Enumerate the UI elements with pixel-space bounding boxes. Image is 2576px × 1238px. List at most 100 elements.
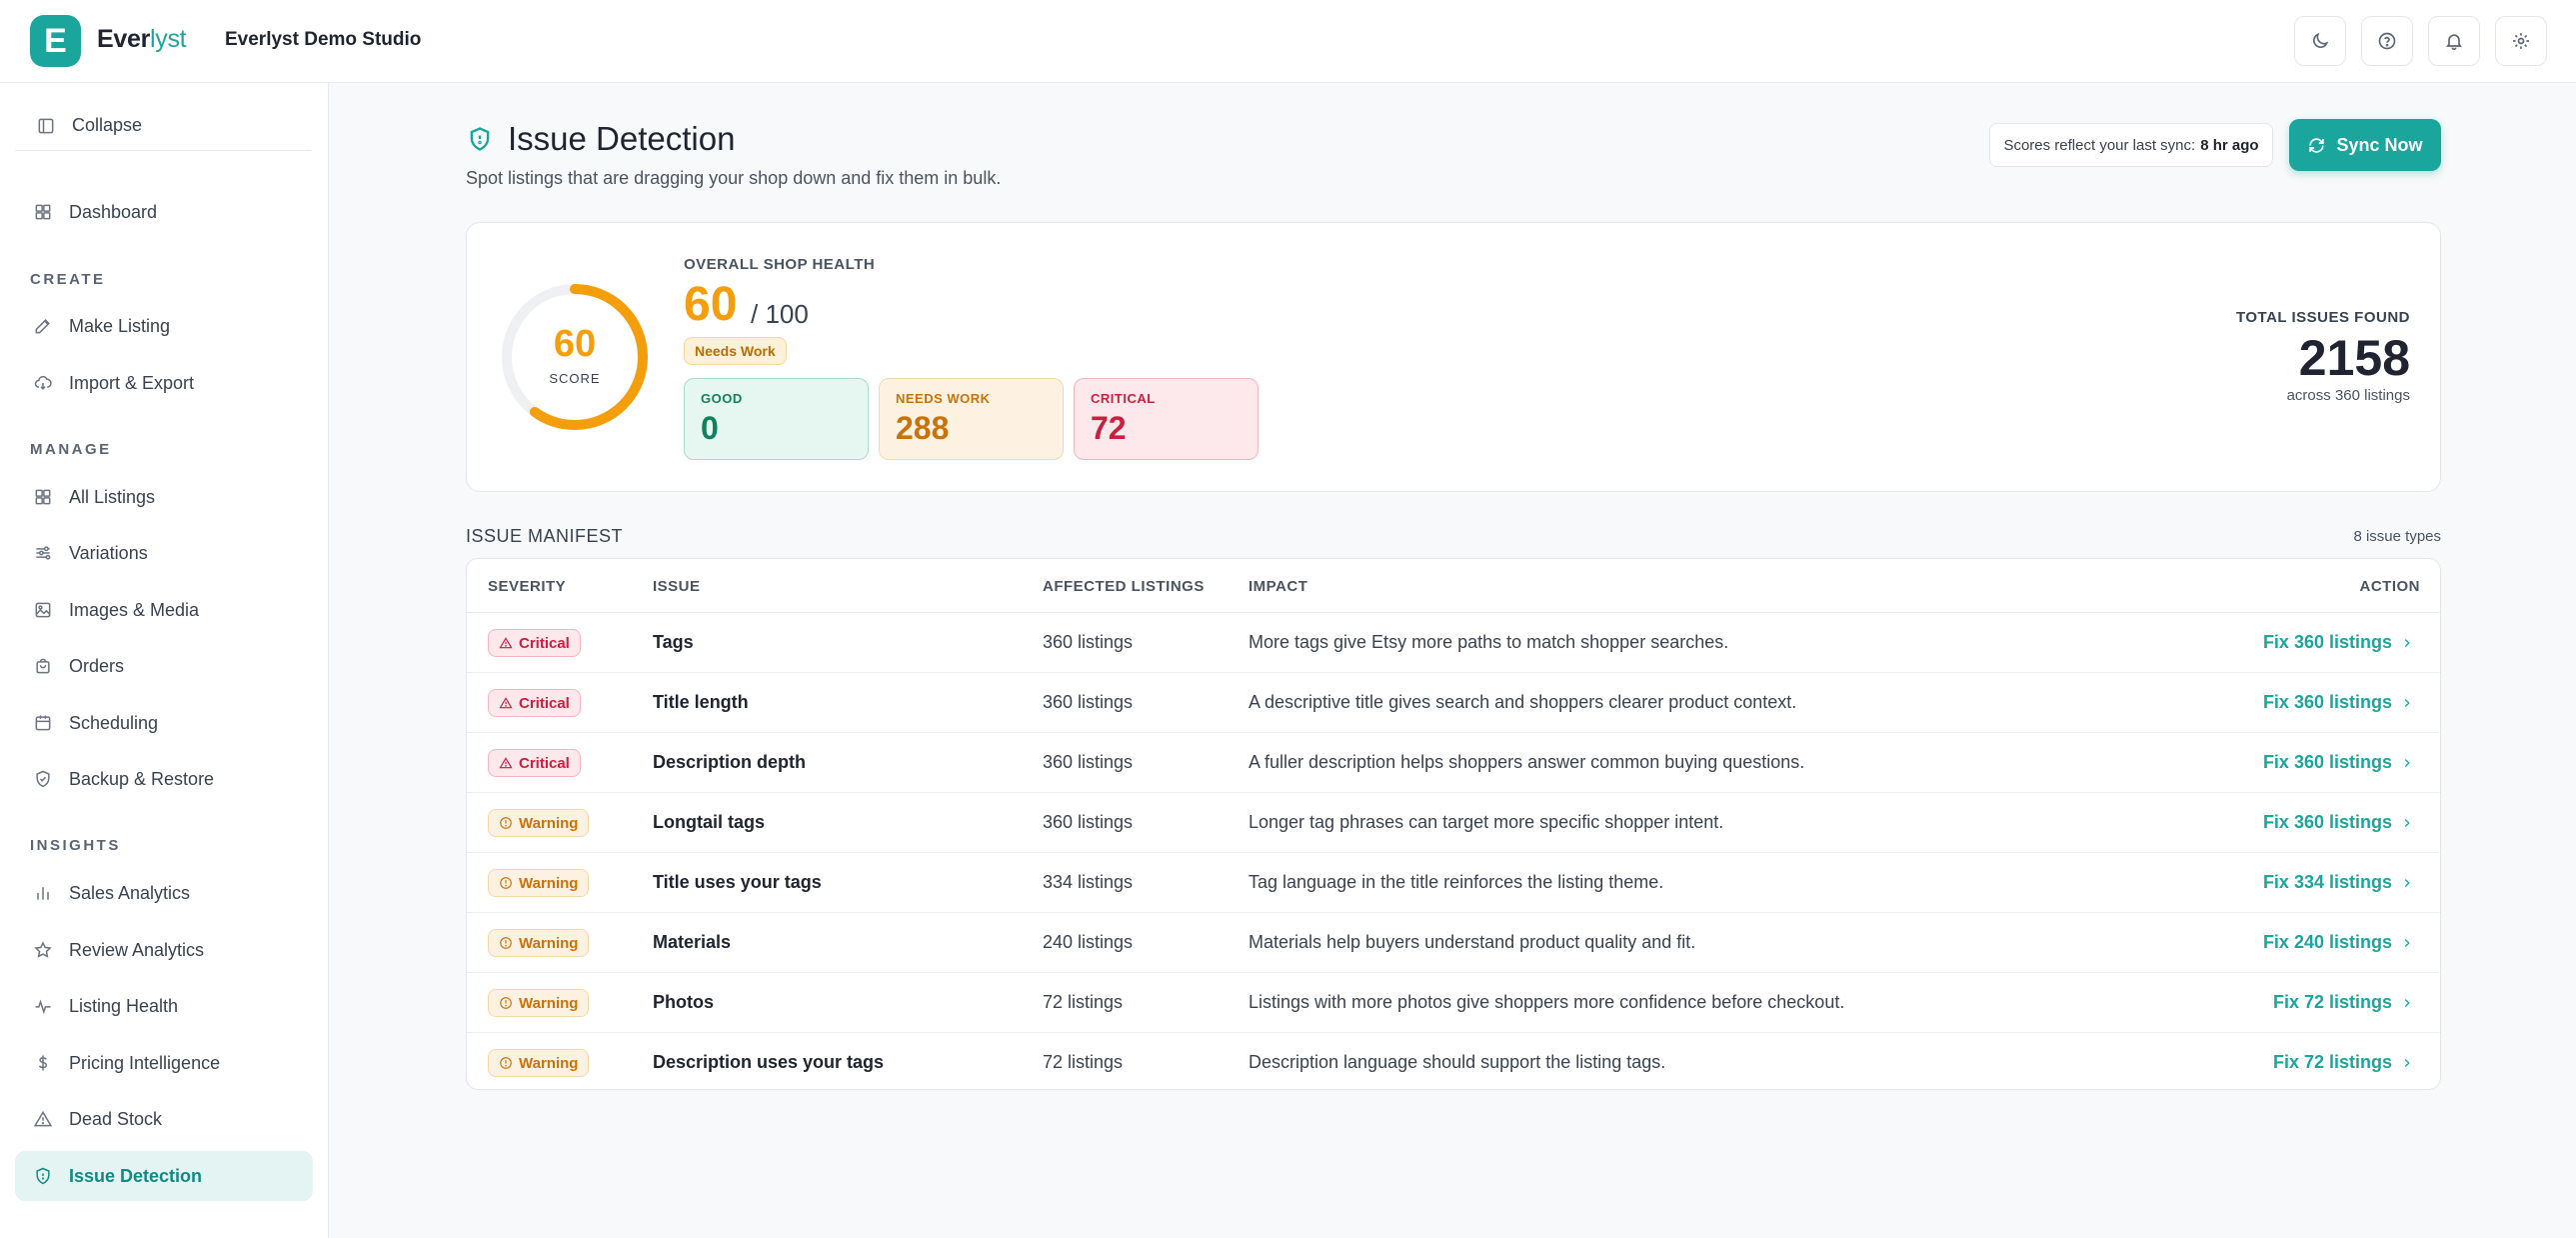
fix-listings-link[interactable]: Fix 360 listings <box>2263 812 2414 833</box>
fix-listings-label: Fix 72 listings <box>2272 992 2392 1012</box>
column-header-affected: AFFECTED LISTINGS <box>1043 578 1205 595</box>
affected-listings: 360 listings <box>1043 752 1134 772</box>
section-heading-create: CREATE <box>30 271 106 288</box>
fix-listings-label: Fix 72 listings <box>2272 1052 2392 1072</box>
cloud-sync-icon <box>34 375 52 390</box>
table-row: Critical Tags 360 listings More tags give E… <box>467 613 2440 673</box>
impact-text: More tags give Etsy more paths to match … <box>1249 632 1729 652</box>
sidebar-item-label: Orders <box>69 655 125 676</box>
sync-now-button[interactable]: Sync Now <box>2289 119 2441 171</box>
severity-badge: Warning <box>488 929 590 957</box>
sidebar-item-variations[interactable]: Variations <box>15 528 313 578</box>
sidebar-item-label: Pricing Intelligence <box>69 1052 221 1073</box>
sidebar-item-label: Make Listing <box>69 315 171 336</box>
section-heading-manage: MANAGE <box>30 441 112 458</box>
fix-listings-link[interactable]: Fix 360 listings <box>2263 692 2414 713</box>
total-issues-label: TOTAL ISSUES FOUND <box>2235 309 2410 326</box>
shield-check-icon <box>36 770 50 788</box>
table-row: Critical Title length 360 listings A descri… <box>467 673 2440 733</box>
sidebar-item-sales-analytics[interactable]: Sales Analytics <box>15 868 313 918</box>
stat-value: 0 <box>701 410 719 446</box>
impact-text: Longer tag phrases can target more speci… <box>1249 812 1724 832</box>
sidebar-item-all-listings[interactable]: All Listings <box>15 472 313 522</box>
severity-label: Warning <box>519 994 579 1012</box>
fix-listings-link[interactable]: Fix 72 listings <box>2273 992 2414 1013</box>
fix-listings-label: Fix 240 listings <box>2262 932 2392 952</box>
stat-value: 72 <box>1091 410 1127 446</box>
sidebar-item-images-media[interactable]: Images & Media <box>15 585 313 635</box>
sidebar-item-dashboard[interactable]: Dashboard <box>15 187 313 237</box>
chevron-right-icon <box>2404 758 2410 767</box>
health-score-value: 60 <box>684 278 738 331</box>
edit-icon <box>35 319 50 334</box>
alert-circle-icon <box>500 877 512 889</box>
issue-name: Title length <box>653 692 749 712</box>
fix-listings-label: Fix 360 listings <box>2262 632 2392 652</box>
gauge-score-label: SCORE <box>549 371 601 386</box>
issue-name: Tags <box>653 632 694 652</box>
page-subtitle: Spot listings that are dragging your sho… <box>466 168 1002 188</box>
affected-listings: 334 listings <box>1043 872 1134 892</box>
section-heading-insights: INSIGHTS <box>30 837 121 854</box>
table-header: SEVERITY ISSUE AFFECTED LISTINGS IMPACT … <box>467 559 2440 613</box>
sidebar-item-label: Review Analytics <box>69 939 205 960</box>
column-header-action: ACTION <box>2359 578 2420 595</box>
image-icon <box>35 602 51 618</box>
stat-good: GOOD 0 <box>684 378 869 460</box>
sidebar-item-import-export[interactable]: Import & Export <box>15 358 313 408</box>
sidebar-item-listing-health[interactable]: Listing Health <box>15 981 313 1031</box>
sync-status-note: Scores reflect your last sync: 8 hr ago <box>1989 123 2273 167</box>
chevron-right-icon <box>2404 818 2410 827</box>
affected-listings: 360 listings <box>1043 632 1134 652</box>
sidebar-item-label: Dead Stock <box>69 1108 163 1129</box>
collapse-button[interactable]: Collapse <box>15 101 311 151</box>
chevron-right-icon <box>2404 1058 2410 1067</box>
health-heading: OVERALL SHOP HEALTH <box>684 256 876 273</box>
fix-listings-link[interactable]: Fix 334 listings <box>2263 872 2414 893</box>
sidebar-item-pricing-intelligence[interactable]: Pricing Intelligence <box>15 1038 313 1088</box>
help-button[interactable] <box>2361 16 2413 66</box>
sidebar-item-make-listing[interactable]: Make Listing <box>15 301 313 351</box>
calendar-icon <box>35 715 51 731</box>
stat-label: NEEDS WORK <box>896 391 991 406</box>
issue-name: Title uses your tags <box>653 872 822 892</box>
notifications-button[interactable] <box>2428 16 2480 66</box>
severity-badge: Warning <box>488 989 590 1017</box>
fix-listings-link[interactable]: Fix 360 listings <box>2263 752 2414 773</box>
sidebar-item-review-analytics[interactable]: Review Analytics <box>15 925 313 975</box>
alert-circle-icon <box>500 1057 512 1069</box>
theme-toggle-button[interactable] <box>2294 16 2346 66</box>
sidebar-item-scheduling[interactable]: Scheduling <box>15 698 313 748</box>
sidebar-item-backup-restore[interactable]: Backup & Restore <box>15 754 313 804</box>
fix-listings-label: Fix 360 listings <box>2262 692 2392 712</box>
severity-badge: Warning <box>488 1049 590 1077</box>
severity-label: Critical <box>519 754 570 772</box>
fix-listings-link[interactable]: Fix 360 listings <box>2263 632 2414 653</box>
impact-text: A fuller description helps shoppers answ… <box>1249 752 1805 772</box>
sidebar-item-label: Backup & Restore <box>69 768 215 789</box>
sidebar-item-orders[interactable]: Orders <box>15 641 313 691</box>
table-row: Warning Description uses your tags 72 list… <box>467 1033 2440 1089</box>
fix-listings-link[interactable]: Fix 72 listings <box>2273 1052 2414 1073</box>
table-row: Warning Longtail tags 360 listings Longer t… <box>467 793 2440 853</box>
settings-button[interactable] <box>2495 16 2547 66</box>
moon-icon <box>2313 32 2329 48</box>
fix-listings-label: Fix 334 listings <box>2262 872 2392 892</box>
bag-icon <box>36 658 50 674</box>
manifest-title: ISSUE MANIFEST <box>466 526 624 546</box>
fix-listings-link[interactable]: Fix 240 listings <box>2263 932 2414 953</box>
manifest-count: 8 issue types <box>2353 528 2441 545</box>
fix-listings-label: Fix 360 listings <box>2262 812 2392 832</box>
sidebar-item-dead-stock[interactable]: Dead Stock <box>15 1094 313 1144</box>
table-row: Warning Photos 72 listings Listings with mo… <box>467 973 2440 1033</box>
sidebar-item-issue-detection[interactable]: Issue Detection <box>15 1151 313 1201</box>
severity-label: Warning <box>519 1054 579 1072</box>
sidebar-item-label: Images & Media <box>69 599 200 620</box>
severity-badge: Critical <box>488 749 581 777</box>
health-score-max: / 100 <box>751 299 809 329</box>
dollar-icon <box>38 1055 48 1071</box>
affected-listings: 72 listings <box>1043 992 1124 1012</box>
severity-badge: Warning <box>488 809 590 837</box>
refresh-icon <box>2309 137 2325 153</box>
impact-text: A descriptive title gives search and sho… <box>1249 692 1797 712</box>
